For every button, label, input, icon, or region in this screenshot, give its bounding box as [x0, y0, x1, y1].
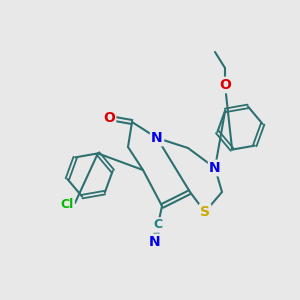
Text: O: O: [219, 78, 231, 92]
Text: N: N: [209, 161, 221, 175]
Text: N: N: [149, 235, 161, 249]
Text: Cl: Cl: [60, 199, 74, 212]
Text: N: N: [151, 131, 163, 145]
Text: O: O: [103, 111, 115, 125]
Text: S: S: [200, 205, 210, 219]
Text: C: C: [153, 218, 163, 232]
